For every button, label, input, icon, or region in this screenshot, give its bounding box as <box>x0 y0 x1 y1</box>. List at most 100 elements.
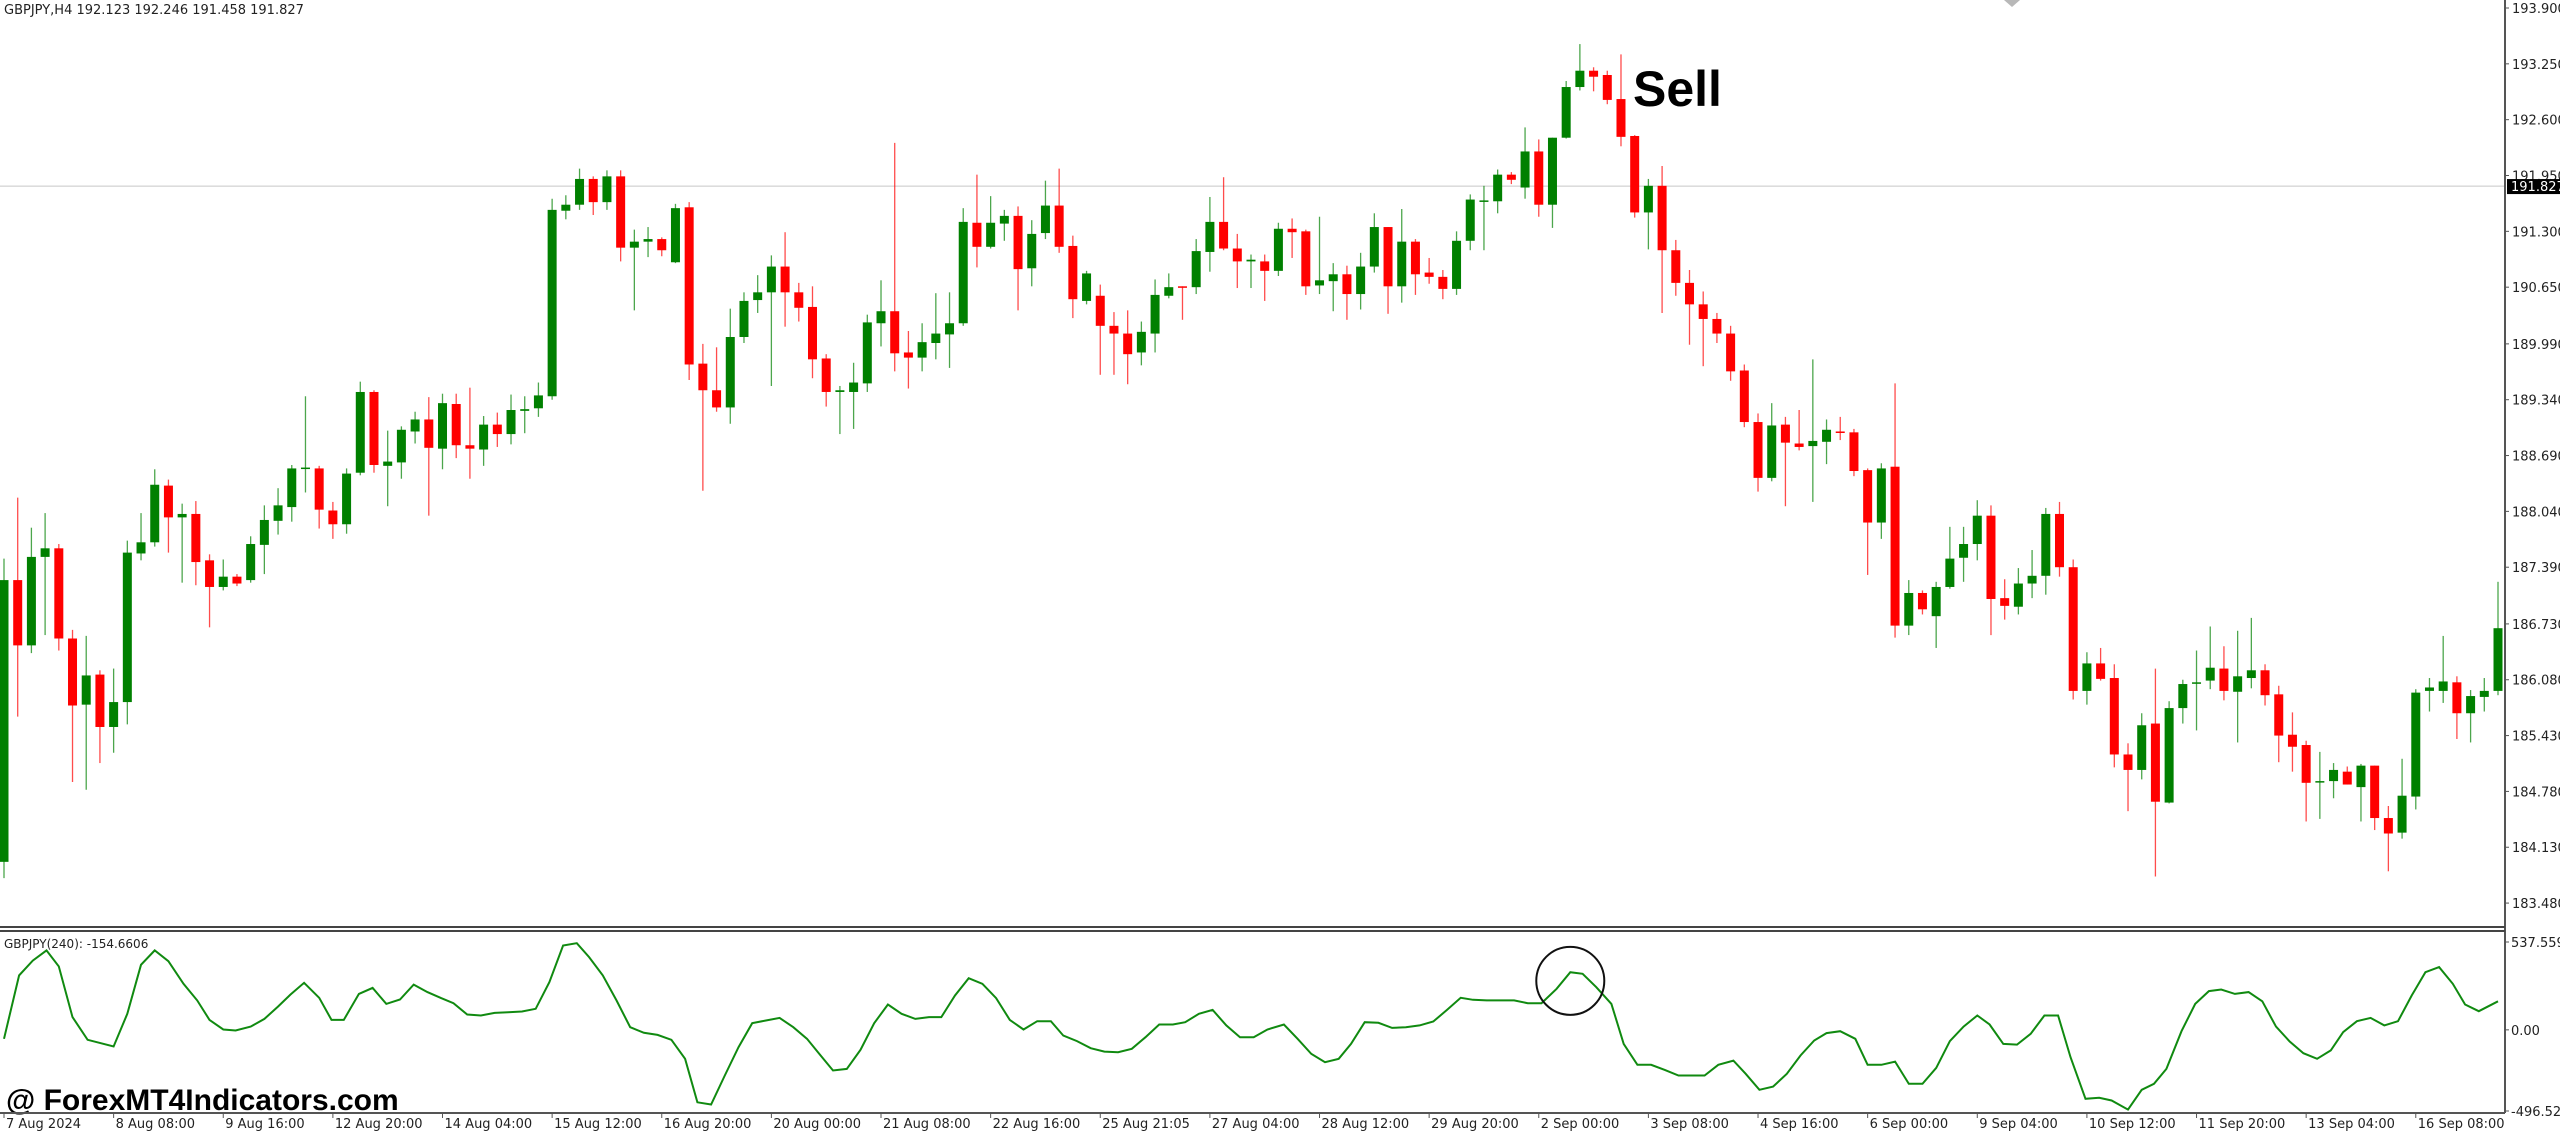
candle <box>95 670 105 764</box>
time-label: 28 Aug 12:00 <box>1322 1117 1410 1132</box>
candle <box>2109 664 2119 768</box>
candle-body <box>2082 663 2092 691</box>
candle <box>1123 310 1133 385</box>
candle <box>396 426 406 479</box>
candle <box>1232 233 1242 289</box>
candle-body <box>766 266 776 293</box>
candle <box>1986 505 1996 636</box>
candle-body <box>2068 567 2078 691</box>
time-label: 11 Sep 20:00 <box>2199 1117 2286 1132</box>
candle <box>766 255 776 386</box>
chart-shift-marker-icon[interactable] <box>2004 0 2020 7</box>
indicator-panel[interactable] <box>3 942 2499 1111</box>
candle-body <box>1602 75 1612 100</box>
price-label: 185.430 <box>2512 730 2560 745</box>
candle-body <box>232 576 242 584</box>
candle-body <box>1356 266 1366 295</box>
candle-body <box>1246 259 1256 262</box>
candle-body <box>1520 151 1530 188</box>
candle-body <box>191 513 201 563</box>
candle <box>1904 580 1914 636</box>
candle <box>1561 81 1571 139</box>
candle <box>2178 679 2188 724</box>
candle <box>2342 766 2352 785</box>
candle <box>1465 194 1475 251</box>
symbol-ohlc-header: GBPJPY,H4 192.123 192.246 191.458 191.82… <box>4 3 304 18</box>
candle <box>273 488 283 535</box>
candle <box>150 469 160 547</box>
time-label: 4 Sep 16:00 <box>1760 1117 1839 1132</box>
candle-body <box>1383 227 1393 287</box>
price-label: 192.600 <box>2512 114 2560 129</box>
candle-body <box>1068 245 1078 300</box>
candle-body <box>328 510 338 525</box>
time-axis[interactable]: 7 Aug 2024 8 Aug 08:00 9 Aug 16:00 12 Aug 2… <box>3 1113 2505 1132</box>
candle-body <box>835 390 845 392</box>
candle <box>575 168 585 210</box>
candle <box>1013 206 1023 311</box>
candle-body <box>1260 261 1270 271</box>
candle <box>876 280 886 347</box>
candle <box>2150 668 2160 877</box>
candle-body <box>300 467 310 470</box>
candle <box>972 174 982 268</box>
candle-body <box>54 548 64 639</box>
time-label: 7 Aug 2024 <box>6 1117 81 1132</box>
candle <box>136 513 146 561</box>
candle-body <box>246 544 256 581</box>
candle <box>2219 646 2229 701</box>
candle <box>2274 685 2284 763</box>
candle-body <box>2452 682 2462 714</box>
time-label: 6 Sep 00:00 <box>1870 1117 1949 1132</box>
candle-body <box>533 395 543 409</box>
candle <box>2287 712 2297 772</box>
candle <box>2479 678 2489 712</box>
candle <box>602 170 612 210</box>
candle-body <box>383 461 393 466</box>
candle <box>1027 220 1037 287</box>
candle-body <box>205 560 215 587</box>
candle-body <box>1835 431 1845 433</box>
candle <box>205 554 215 628</box>
candle-body <box>26 556 36 646</box>
candle <box>2315 751 2325 819</box>
candle-body <box>2192 682 2202 684</box>
candle <box>287 464 297 522</box>
candle <box>2466 690 2476 743</box>
current-price-value: 191.827 <box>2511 180 2560 195</box>
candle-body <box>945 323 955 335</box>
candle-body <box>2205 667 2215 681</box>
candle-body <box>479 424 489 450</box>
candle <box>54 544 64 651</box>
candle <box>588 176 598 216</box>
candle-body <box>1219 221 1229 249</box>
candle <box>2493 581 2503 696</box>
candle <box>1424 257 1434 284</box>
candle-body <box>424 419 434 448</box>
candle <box>547 198 557 400</box>
candle <box>657 237 667 257</box>
candle <box>945 292 955 368</box>
candle <box>821 354 831 407</box>
candle-body <box>2164 708 2174 803</box>
candle <box>1794 410 1804 451</box>
candle-body <box>1547 137 1557 205</box>
candle-body <box>1301 231 1311 287</box>
candle <box>2137 713 2147 780</box>
candle-body <box>794 292 804 308</box>
candle-body <box>1808 440 1818 447</box>
candle <box>2356 763 2366 822</box>
candle <box>1931 581 1941 648</box>
time-label: 27 Aug 04:00 <box>1212 1117 1300 1132</box>
candle-body <box>1794 443 1804 447</box>
time-label: 22 Aug 16:00 <box>993 1117 1081 1132</box>
candle <box>684 202 694 380</box>
candle <box>40 513 50 636</box>
price-label: 191.300 <box>2512 225 2560 240</box>
candle <box>1082 270 1092 305</box>
candle-body <box>1972 515 1982 545</box>
price-axis[interactable]: 193.900193.250192.600191.950191.300190.6… <box>2505 2 2560 912</box>
candle-body <box>287 468 297 508</box>
highlight-circle <box>1535 945 1606 1016</box>
